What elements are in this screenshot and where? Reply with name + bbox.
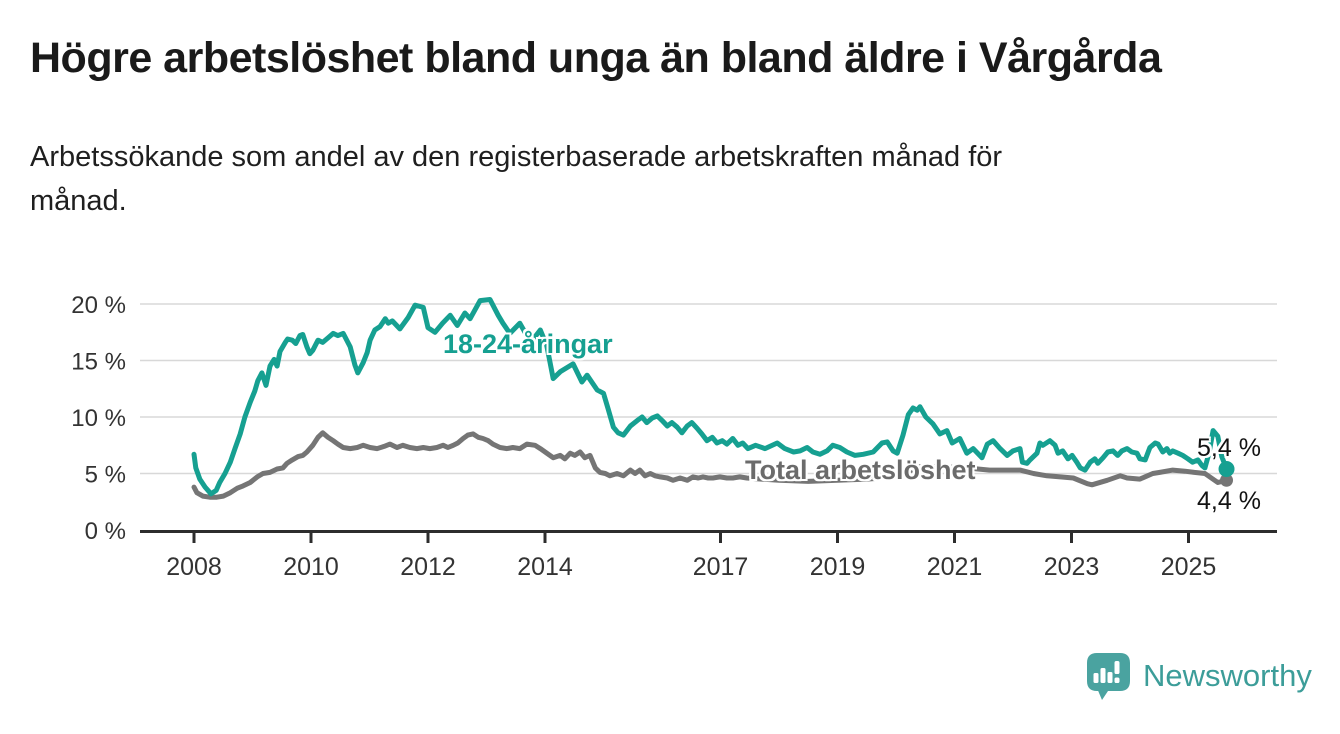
series-line-young [191,297,1229,497]
y-axis-label-0: 0 % [85,518,126,545]
newsworthy-logo: Newsworthy [1085,651,1312,701]
y-axis-label-5: 5 % [85,462,126,489]
x-axis-label-2012: 2012 [400,553,456,581]
x-axis-label-2008: 2008 [166,553,222,581]
y-axis-label-15: 15 % [71,349,126,376]
x-axis-label-2021: 2021 [927,553,983,581]
newsworthy-bubble-chart-icon [1087,653,1130,700]
x-axis-label-2017: 2017 [693,553,749,581]
newsworthy-logo-text: Newsworthy [1143,658,1312,693]
y-axis-label-20: 20 % [71,292,126,319]
series-label-young: 18-24-åringar [443,329,613,359]
series-line-total [191,430,1229,500]
series-end-dot-young [1218,460,1235,477]
x-axis-label-2023: 2023 [1044,553,1100,581]
end-value-label-total: 4,4 % [1197,487,1261,515]
x-axis-label-2010: 2010 [283,553,339,581]
chart-subtitle: Arbetssökande som andel av den registerb… [30,141,1003,217]
end-value-label-young: 5,4 % [1197,434,1261,462]
x-axis-label-2014: 2014 [517,553,573,581]
x-axis-label-2019: 2019 [810,553,866,581]
page-title: Högre arbetslöshet bland unga än bland ä… [30,34,1162,82]
x-axis-label-2025: 2025 [1161,553,1217,581]
series-label-total: Total arbetslöshet [745,455,976,485]
series-end-dot-total [1220,473,1234,487]
y-axis-label-10: 10 % [71,405,126,432]
